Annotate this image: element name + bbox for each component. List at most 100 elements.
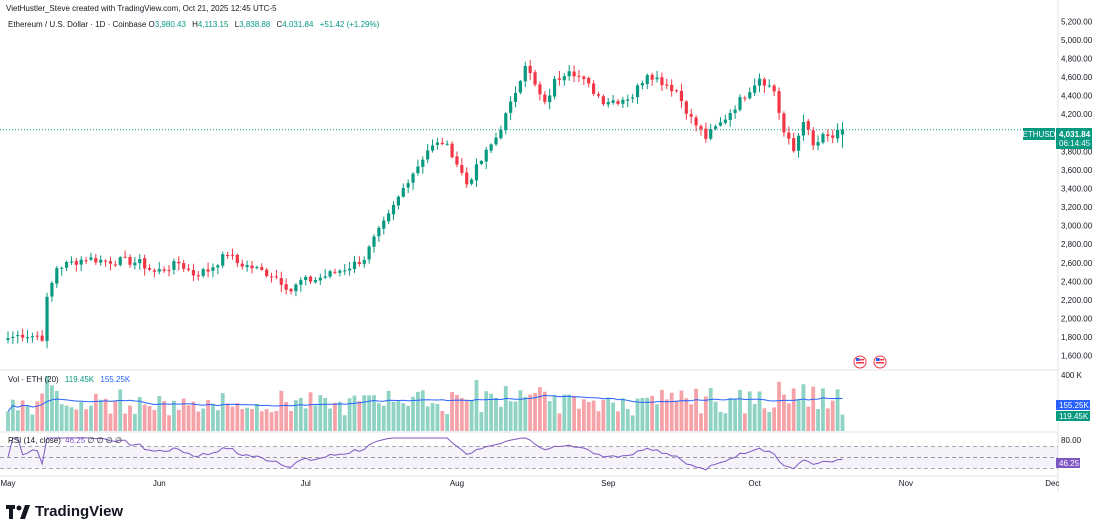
candle-body	[787, 132, 791, 139]
candlestick-series	[6, 59, 845, 349]
candle-body	[113, 264, 117, 266]
candle	[328, 269, 332, 279]
candle-body	[284, 284, 288, 290]
candle-body	[655, 77, 659, 80]
high-label: H	[192, 20, 198, 29]
candle-body	[362, 260, 366, 264]
candle	[99, 255, 103, 266]
volume-bar	[640, 397, 645, 431]
candle-body	[348, 268, 352, 271]
candle-body	[704, 128, 708, 139]
candle	[118, 256, 122, 267]
candle	[401, 183, 405, 198]
candle	[372, 234, 376, 253]
price-tick-label: 2,200.00	[1061, 296, 1093, 305]
volume-bar	[230, 406, 235, 431]
candle-body	[479, 160, 483, 164]
candle	[260, 263, 264, 271]
candle	[479, 160, 483, 166]
candle-body	[504, 113, 508, 130]
volume-bar	[723, 413, 728, 431]
symbol-legend: Ethereum / U.S. Dollar · 1D · Coinbase O…	[8, 20, 383, 29]
tradingview-logo[interactable]: TradingView	[6, 503, 123, 520]
candle-body	[226, 254, 230, 256]
volume-bar	[738, 389, 742, 431]
candle-body	[455, 156, 459, 165]
candle	[64, 260, 69, 272]
candle	[274, 269, 278, 280]
candle	[762, 77, 766, 93]
candle	[157, 261, 161, 275]
volume-bar	[74, 409, 79, 431]
volume-bar	[606, 397, 611, 431]
candle-body	[557, 78, 562, 80]
volume-bar	[79, 402, 84, 431]
event-markers[interactable]	[853, 355, 887, 369]
candle	[562, 73, 566, 86]
candle-body	[128, 256, 132, 265]
candle-body	[562, 76, 566, 81]
candle-body	[40, 335, 44, 341]
candle	[674, 89, 679, 93]
candle-body	[35, 335, 39, 337]
candle	[84, 257, 88, 265]
change-value: +51.42 (+1.29%)	[319, 20, 380, 29]
volume-bar	[450, 392, 454, 431]
price-tick-label: 3,000.00	[1061, 222, 1093, 231]
price-tick-label: 3,600.00	[1061, 166, 1093, 175]
volume-tag-text: 119.45K	[1059, 412, 1089, 421]
volume-bar	[172, 400, 176, 431]
candle	[777, 87, 781, 120]
volume-bar	[132, 413, 137, 431]
time-tick-label: Oct	[748, 479, 761, 488]
candle	[440, 137, 444, 146]
volume-bar	[167, 415, 171, 431]
volume-bar	[274, 411, 279, 431]
volume-bar	[352, 395, 357, 431]
candle	[348, 262, 352, 276]
candle-body	[333, 271, 337, 273]
candle	[513, 86, 518, 108]
candle-body	[426, 150, 430, 160]
volume-ma-tag-text: 155.25K	[1059, 401, 1089, 410]
us-flag-icon	[853, 355, 867, 369]
candle-body	[548, 95, 552, 103]
time-axis[interactable]: May Jun Jul Aug Sep Oct Nov Dec	[0, 479, 1059, 488]
candle-body	[377, 227, 381, 237]
volume-bar	[35, 401, 40, 431]
volume-bar	[703, 396, 708, 431]
candle	[670, 79, 674, 97]
volume-bar	[347, 398, 352, 431]
time-tick-label: Dec	[1045, 479, 1059, 488]
candle-body	[523, 65, 527, 82]
candle-body	[748, 92, 752, 99]
volume-bar	[152, 409, 157, 431]
candle	[133, 256, 137, 270]
rsi-placeholders: ∅ ∅ ∅ ∅	[87, 436, 122, 445]
candle	[445, 140, 449, 146]
candle	[421, 156, 425, 174]
volume-bar	[430, 403, 435, 431]
volume-bar	[796, 399, 801, 431]
candle	[577, 69, 581, 83]
candle-body	[645, 75, 649, 84]
candle	[299, 277, 303, 292]
time-tick-label: Aug	[450, 479, 464, 488]
candle	[518, 79, 522, 95]
volume-bar	[269, 412, 274, 431]
candle	[318, 273, 322, 285]
candle	[74, 258, 78, 272]
candle-body	[718, 122, 723, 126]
candle-body	[343, 270, 347, 272]
candle	[533, 69, 537, 87]
candle-body	[391, 205, 396, 215]
time-tick-label: Jun	[153, 479, 166, 488]
candle-body	[45, 296, 49, 341]
candle-body	[118, 257, 122, 265]
candle-body	[665, 84, 669, 86]
candle-body	[777, 91, 781, 113]
volume-bar	[15, 410, 20, 431]
candle	[79, 256, 83, 271]
price-axis[interactable]: 5,200.00 5,000.00 4,800.00 4,600.00 4,400.00…	[1061, 17, 1093, 360]
